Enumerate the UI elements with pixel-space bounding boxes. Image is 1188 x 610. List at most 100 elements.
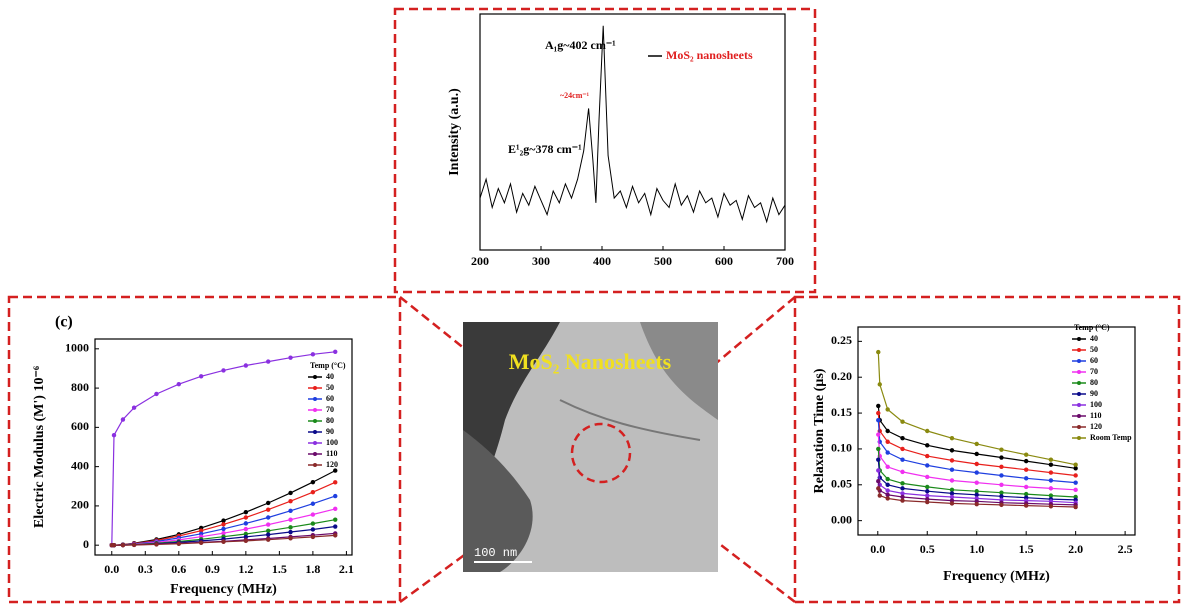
legend-marker (1077, 359, 1081, 363)
y-tick-label: 800 (71, 380, 89, 394)
point (333, 507, 337, 511)
x-tick-label: 2.1 (339, 562, 354, 576)
x-tick-label: 200 (471, 254, 489, 268)
point (333, 517, 337, 521)
x-tick-label: 1.5 (1019, 542, 1034, 556)
point (221, 522, 225, 526)
annotation: ~24cm⁻¹ (560, 91, 590, 100)
legend-marker (1077, 348, 1081, 352)
point (1049, 463, 1053, 467)
x-tick-label: 1.2 (238, 562, 253, 576)
x-tick-label: 0.9 (205, 562, 220, 576)
point (244, 515, 248, 519)
tem-image: MoS₂ Nanosheets 100 nm (463, 322, 718, 572)
legend-marker (313, 386, 317, 390)
point (1024, 452, 1028, 456)
x-axis-label: Frequency (MHz) (943, 569, 1050, 584)
point (1073, 463, 1077, 467)
point (333, 494, 337, 498)
point (885, 407, 889, 411)
point (221, 540, 225, 544)
point (244, 539, 248, 543)
point (885, 440, 889, 444)
point (333, 480, 337, 484)
point (975, 470, 979, 474)
legend-label: 100 (326, 438, 338, 447)
point (1024, 503, 1028, 507)
point (121, 543, 125, 547)
point (154, 542, 158, 546)
point (900, 447, 904, 451)
legend-marker (1077, 436, 1081, 440)
series-line (878, 352, 1075, 465)
annotation: E¹₂g~378 cm⁻¹ (508, 142, 582, 156)
point (177, 542, 181, 546)
point (900, 457, 904, 461)
point (221, 368, 225, 372)
point (876, 404, 880, 408)
y-tick-label: 1000 (65, 341, 89, 355)
point (266, 537, 270, 541)
point (311, 502, 315, 506)
point (199, 541, 203, 545)
point (311, 535, 315, 539)
point (288, 530, 292, 534)
point (925, 475, 929, 479)
point (900, 436, 904, 440)
point (885, 477, 889, 481)
point (333, 350, 337, 354)
legend-marker (1077, 337, 1081, 341)
legend-label: 110 (1090, 411, 1102, 420)
point (154, 392, 158, 396)
point (950, 448, 954, 452)
point (876, 418, 880, 422)
x-tick-label: 1.0 (969, 542, 984, 556)
point (221, 527, 225, 531)
point (885, 496, 889, 500)
point (311, 527, 315, 531)
point (288, 517, 292, 521)
legend-marker (313, 452, 317, 456)
x-tick-label: 700 (776, 254, 794, 268)
annotation: A₁g~402 cm⁻¹ (545, 38, 616, 52)
point (878, 493, 882, 497)
point (925, 463, 929, 467)
legend-label: 90 (1090, 389, 1098, 398)
x-tick-label: 500 (654, 254, 672, 268)
legend-marker (1077, 414, 1081, 418)
point (199, 374, 203, 378)
point (950, 458, 954, 462)
point (900, 498, 904, 502)
x-tick-label: 0.5 (920, 542, 935, 556)
legend-marker (313, 408, 317, 412)
legend-marker (313, 463, 317, 467)
point (266, 532, 270, 536)
point (311, 490, 315, 494)
y-tick-label: 0.00 (831, 512, 852, 526)
scale-label: 100 nm (474, 546, 517, 560)
legend-marker (313, 397, 317, 401)
x-tick-label: 0.0 (870, 542, 885, 556)
point (1049, 470, 1053, 474)
legend-label: 60 (1090, 356, 1098, 365)
point (311, 512, 315, 516)
point (266, 501, 270, 505)
point (288, 536, 292, 540)
point (925, 454, 929, 458)
point (288, 499, 292, 503)
legend-title: Temp (°C) (310, 361, 346, 370)
point (266, 359, 270, 363)
legend-label: 120 (326, 460, 338, 469)
right-frame (795, 297, 1179, 602)
point (288, 525, 292, 529)
point (333, 468, 337, 472)
x-tick-label: 300 (532, 254, 550, 268)
point (288, 509, 292, 513)
point (311, 352, 315, 356)
point (885, 483, 889, 487)
point (885, 429, 889, 433)
point (333, 524, 337, 528)
point (950, 501, 954, 505)
point (244, 510, 248, 514)
legend-marker (313, 375, 317, 379)
